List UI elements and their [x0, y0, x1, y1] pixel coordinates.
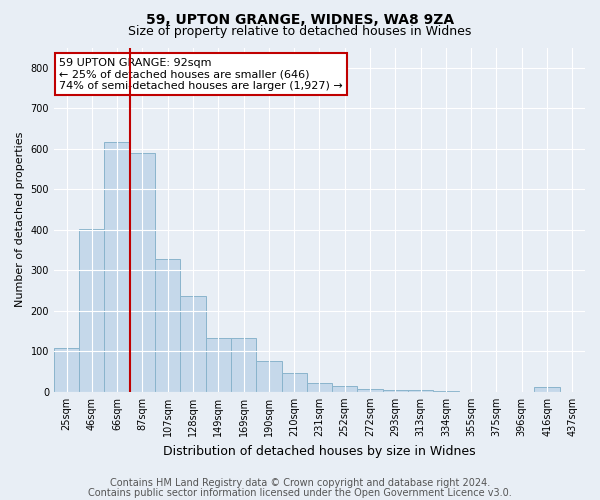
Bar [408, 390, 433, 392]
Bar [281, 373, 307, 392]
Bar [256, 362, 281, 392]
Bar [307, 383, 332, 392]
Bar [332, 386, 358, 392]
Text: Size of property relative to detached houses in Widnes: Size of property relative to detached ho… [128, 25, 472, 38]
X-axis label: Distribution of detached houses by size in Widnes: Distribution of detached houses by size … [163, 444, 476, 458]
Bar [79, 228, 104, 392]
Bar [181, 296, 206, 392]
Bar [104, 142, 130, 392]
Bar [206, 338, 231, 392]
Bar [358, 388, 383, 392]
Text: Contains public sector information licensed under the Open Government Licence v3: Contains public sector information licen… [88, 488, 512, 498]
Bar [383, 390, 408, 392]
Text: 59, UPTON GRANGE, WIDNES, WA8 9ZA: 59, UPTON GRANGE, WIDNES, WA8 9ZA [146, 12, 454, 26]
Bar [535, 386, 560, 392]
Y-axis label: Number of detached properties: Number of detached properties [15, 132, 25, 308]
Bar [54, 348, 79, 392]
Bar [155, 258, 181, 392]
Bar [130, 153, 155, 392]
Bar [231, 338, 256, 392]
Text: Contains HM Land Registry data © Crown copyright and database right 2024.: Contains HM Land Registry data © Crown c… [110, 478, 490, 488]
Text: 59 UPTON GRANGE: 92sqm
← 25% of detached houses are smaller (646)
74% of semi-de: 59 UPTON GRANGE: 92sqm ← 25% of detached… [59, 58, 343, 91]
